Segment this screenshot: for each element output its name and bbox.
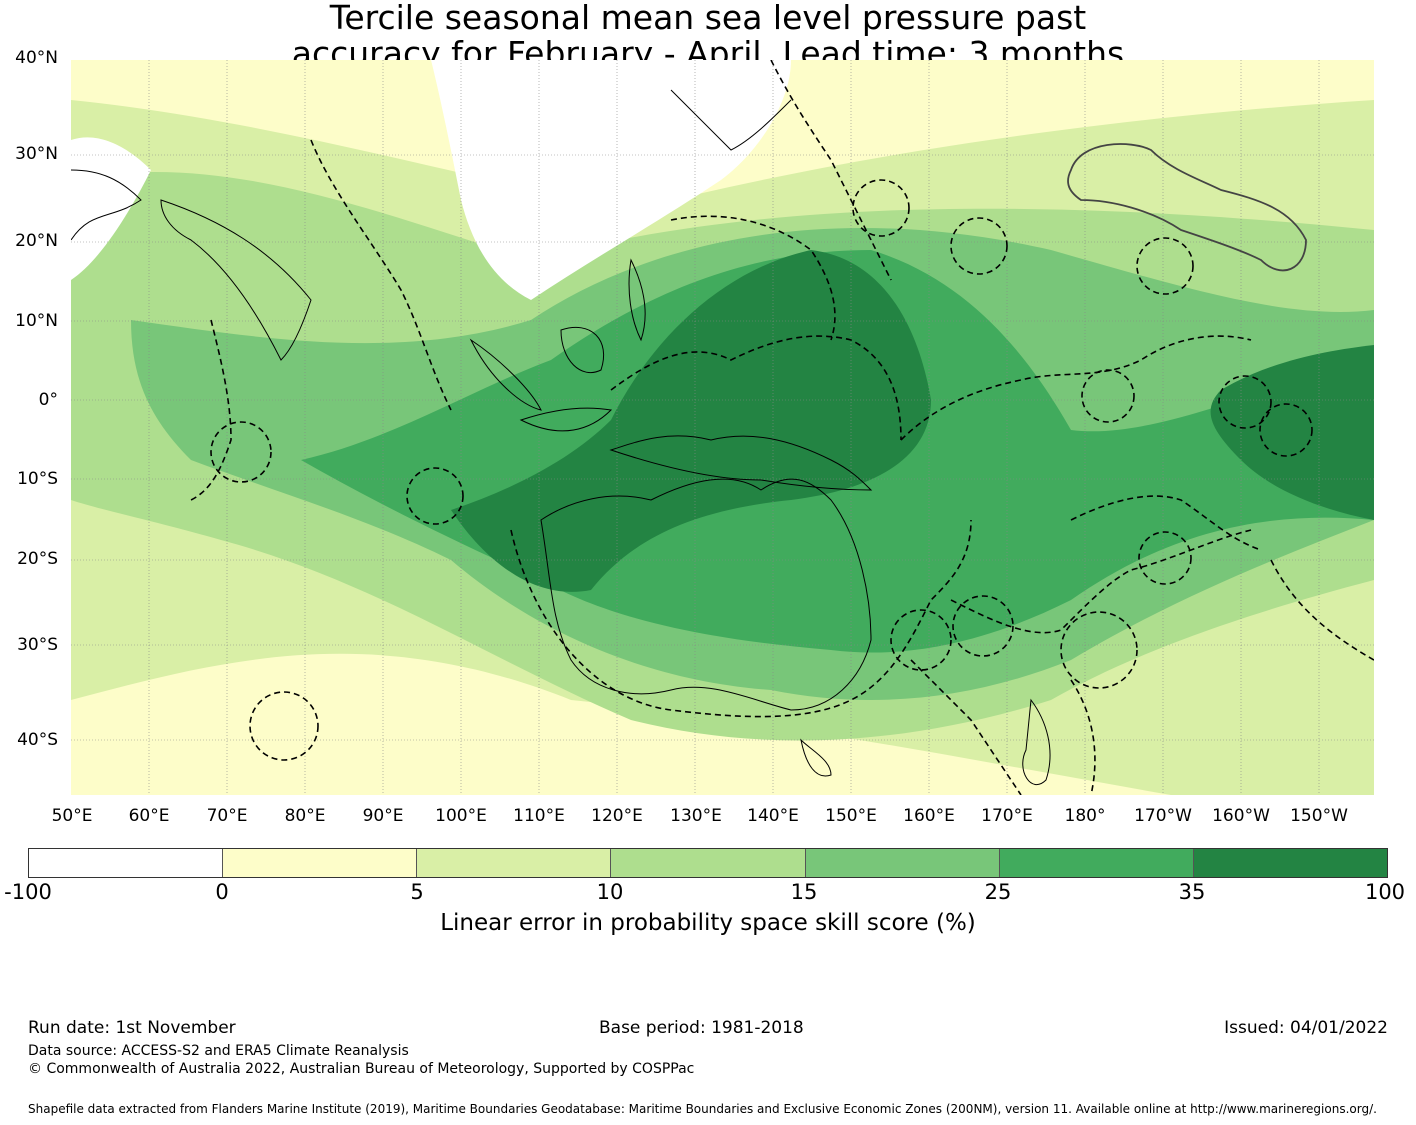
lon-label-170e: 170°E xyxy=(981,806,1033,826)
australia-coast xyxy=(540,478,872,711)
lat-label-30s: 30°S xyxy=(17,635,58,655)
band-35-100-west xyxy=(451,250,931,592)
colorbar-title: Linear error in probability space skill … xyxy=(440,910,976,936)
tasmania-coast xyxy=(800,738,832,777)
lon-label-150w: 150°W xyxy=(1290,806,1348,826)
map-title: Tercile seasonal mean sea level pressure… xyxy=(0,0,1416,72)
colorbar-seg-15-25 xyxy=(805,849,1000,877)
lon-label-160w: 160°W xyxy=(1212,806,1270,826)
lat-label-10s: 10°S xyxy=(17,469,58,489)
new-zealand-coast xyxy=(1022,698,1051,786)
lon-label-170w: 170°W xyxy=(1134,806,1192,826)
lat-label-30n: 30°N xyxy=(15,144,58,164)
colorbar-seg-neg xyxy=(29,849,224,877)
colorbar-tick: 15 xyxy=(790,880,818,904)
band-35-100-east xyxy=(1210,345,1374,520)
lon-label-90e: 90°E xyxy=(362,806,404,826)
colorbar-tick: 35 xyxy=(1178,880,1206,904)
new-guinea-coast xyxy=(609,435,873,491)
colorbar-seg-10-15 xyxy=(611,849,806,877)
base-period: Base period: 1981-2018 xyxy=(599,1018,804,1038)
run-date: Run date: 1st November xyxy=(28,1018,236,1038)
borneo-coast xyxy=(560,326,605,373)
shapefile-credit: Shapefile data extracted from Flanders M… xyxy=(28,1102,1377,1116)
india-coast xyxy=(160,199,312,361)
lon-label-60e: 60°E xyxy=(128,806,170,826)
issued-date: Issued: 04/01/2022 xyxy=(1224,1018,1388,1038)
lat-label-40s: 40°S xyxy=(17,730,58,750)
philippines-coast xyxy=(628,258,646,342)
lat-label-0: 0° xyxy=(38,390,58,410)
lon-label-130e: 130°E xyxy=(670,806,722,826)
colorbar-seg-35-100 xyxy=(1193,849,1387,877)
lon-label-160e: 160°E xyxy=(903,806,955,826)
hawaii-outline xyxy=(1067,143,1307,272)
lon-label-50e: 50°E xyxy=(51,806,93,826)
colorbar-seg-0-5 xyxy=(223,849,418,877)
java-coast xyxy=(519,407,613,432)
colorbar xyxy=(28,848,1388,878)
lat-label-40n: 40°N xyxy=(15,48,58,68)
copyright: © Commonwealth of Australia 2022, Austra… xyxy=(28,1061,695,1077)
eez-boundaries xyxy=(190,60,1374,795)
island-eez-circles xyxy=(210,179,1313,761)
colorbar-seg-5-10 xyxy=(417,849,612,877)
colorbar-tick: 10 xyxy=(596,880,624,904)
lon-label-140e: 140°E xyxy=(747,806,799,826)
lon-label-70e: 70°E xyxy=(206,806,248,826)
colorbar-tick: 25 xyxy=(984,880,1012,904)
colorbar-tick: 0 xyxy=(215,880,229,904)
data-source: Data source: ACCESS-S2 and ERA5 Climate … xyxy=(28,1043,409,1059)
colorbar-tick: 5 xyxy=(410,880,424,904)
lat-label-10n: 10°N xyxy=(15,311,58,331)
colorbar-tick: -100 xyxy=(4,880,52,904)
lon-label-180: 180° xyxy=(1064,806,1106,826)
band-negative-west xyxy=(71,137,151,280)
title-line-1: Tercile seasonal mean sea level pressure… xyxy=(329,0,1087,37)
map-canvas xyxy=(71,60,1374,795)
lon-label-100e: 100°E xyxy=(435,806,487,826)
coastlines xyxy=(71,89,1051,786)
japan-coast xyxy=(670,89,792,151)
lat-label-20n: 20°N xyxy=(15,231,58,251)
arabia-coast xyxy=(71,169,142,241)
lat-label-20s: 20°S xyxy=(17,549,58,569)
colorbar-tick: 100 xyxy=(1364,880,1406,904)
sumatra-coast xyxy=(469,338,542,411)
lon-label-120e: 120°E xyxy=(591,806,643,826)
lon-label-110e: 110°E xyxy=(513,806,565,826)
colorbar-seg-25-35 xyxy=(999,849,1194,877)
lon-label-80e: 80°E xyxy=(284,806,326,826)
skill-score-map xyxy=(71,60,1374,795)
lon-label-150e: 150°E xyxy=(825,806,877,826)
